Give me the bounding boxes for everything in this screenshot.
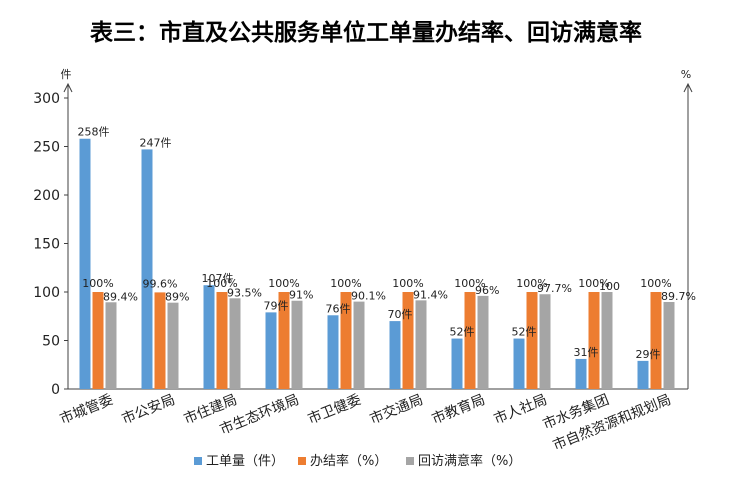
category-label: 市人社局 [491, 391, 549, 428]
legend-label: 工单量（件） [206, 454, 284, 469]
data-label-satisfaction: 89.4% [103, 290, 138, 303]
bar [92, 292, 104, 389]
data-label-satisfaction: 91% [289, 289, 313, 302]
chart-title: 表三：市直及公共服务单位工单量办结率、回访满意率 [90, 19, 642, 46]
data-labels: 258件100%89.4%247件99.6%89%107件100%93.5%79… [78, 126, 696, 361]
data-label-satisfaction: 90.1% [351, 290, 386, 303]
bar [588, 292, 600, 389]
bar [105, 302, 117, 389]
data-label-volume: 52件 [450, 326, 475, 339]
y-tick-label: 150 [33, 237, 60, 253]
data-label-completion: 99.6% [143, 277, 178, 290]
data-label-completion: 100% [578, 277, 609, 290]
y-axis-left-arrow [63, 82, 73, 93]
data-label-satisfaction: 100 [599, 280, 620, 293]
bar [291, 300, 303, 389]
data-label-satisfaction: 96% [475, 284, 499, 297]
legend-label: 办结率（%） [310, 453, 387, 469]
bar [650, 292, 662, 389]
data-label-completion: 100% [82, 277, 113, 290]
y-tick-label: 50 [42, 334, 60, 350]
bar [402, 292, 414, 389]
y-axis-left-unit: 件 [61, 68, 72, 81]
legend-swatch [194, 457, 202, 465]
category-label: 市公安局 [119, 391, 177, 428]
bar [203, 285, 215, 389]
bar [167, 302, 179, 389]
bar [477, 295, 489, 389]
bar [663, 301, 675, 389]
bar [327, 315, 339, 389]
bar [539, 294, 551, 389]
legend-label: 回访满意率（%） [418, 453, 521, 469]
y-tick-label: 200 [33, 188, 60, 204]
bar [79, 138, 91, 389]
data-label-satisfaction: 89% [165, 291, 189, 304]
bar [526, 292, 538, 389]
data-label-completion: 100% [330, 277, 361, 290]
data-label-volume: 79件 [264, 299, 289, 312]
y-tick-label: 100 [33, 285, 60, 301]
y-axis-right-unit: % [681, 68, 691, 81]
bar [415, 300, 427, 389]
data-label-satisfaction: 93.5% [227, 286, 262, 299]
bar [464, 292, 476, 389]
bar [353, 301, 365, 389]
data-label-completion: 100% [268, 277, 299, 290]
legend-swatch [298, 457, 306, 465]
data-label-satisfaction: 91.4% [413, 288, 448, 301]
bar [513, 338, 525, 389]
y-tick-label: 250 [33, 140, 60, 156]
y-axis-right-arrow [683, 82, 693, 93]
bar [575, 358, 587, 389]
data-label-volume: 31件 [574, 346, 599, 359]
category-label: 市交通局 [367, 391, 425, 428]
data-label-completion: 100% [392, 277, 423, 290]
y-tick-label: 300 [33, 91, 60, 107]
data-label-volume: 52件 [512, 326, 537, 339]
data-label-completion: 100% [516, 277, 547, 290]
bar [141, 149, 153, 389]
legend: 工单量（件） 办结率（%） 回访满意率（%） [194, 453, 521, 469]
data-label-volume: 247件 [140, 136, 172, 149]
data-label-satisfaction: 97.7% [537, 282, 572, 295]
bar [340, 292, 352, 389]
bar [389, 321, 401, 389]
bar [154, 292, 166, 389]
data-label-completion: 100% [454, 277, 485, 290]
y-tick-label: 0 [51, 382, 60, 398]
axes: 件 % 0 50 100 150 200 250 300 [33, 68, 693, 398]
data-label-completion: 100% [640, 277, 671, 290]
bar [278, 292, 290, 389]
bar [229, 298, 241, 389]
category-label: 市教育局 [429, 391, 487, 428]
data-label-completion: 100% [206, 277, 237, 290]
bar [265, 312, 277, 389]
category-label: 市卫健委 [305, 391, 363, 428]
bar [601, 292, 613, 389]
bar [216, 292, 228, 389]
data-label-volume: 70件 [388, 308, 413, 321]
data-label-volume: 107件 [202, 272, 234, 285]
data-label-volume: 76件 [326, 302, 351, 315]
bar [451, 338, 463, 389]
data-label-satisfaction: 89.7% [661, 290, 696, 303]
bars [79, 138, 675, 389]
bar [637, 360, 649, 389]
category-label: 市城管委 [57, 391, 115, 428]
legend-swatch [406, 457, 414, 465]
data-label-volume: 258件 [78, 126, 110, 139]
data-label-volume: 29件 [636, 348, 661, 361]
